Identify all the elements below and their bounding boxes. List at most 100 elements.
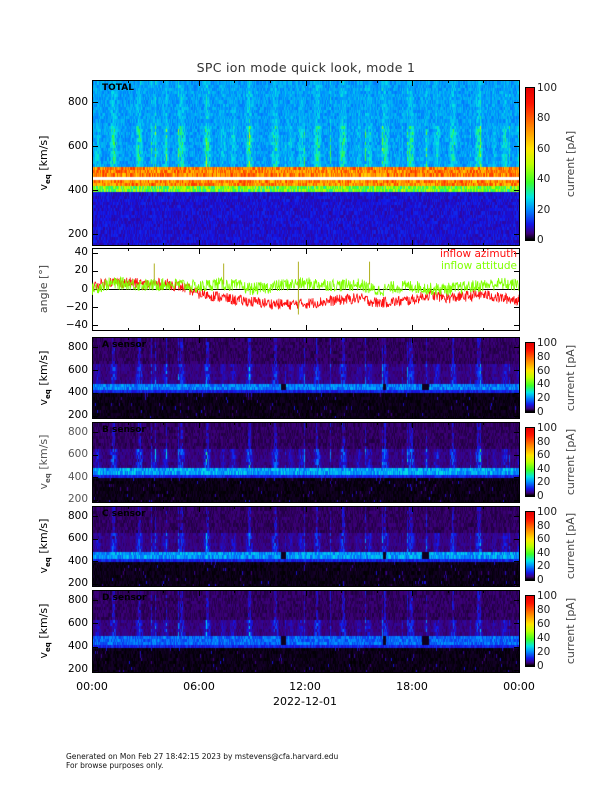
y-axis-label: angle [°] xyxy=(37,264,50,314)
colorbar-tick-label: 20 xyxy=(537,476,551,489)
x-tick-mark xyxy=(519,80,520,86)
x-tick-mark xyxy=(376,670,378,673)
y-tick-mark xyxy=(514,252,520,254)
x-tick-mark xyxy=(376,248,378,251)
x-tick-mark xyxy=(269,670,271,673)
y-tick-mark xyxy=(514,146,520,147)
x-tick-mark xyxy=(163,584,165,587)
x-tick-mark xyxy=(269,243,271,246)
x-tick-mark xyxy=(341,590,343,593)
y-tick-mark xyxy=(514,370,520,372)
x-tick-mark xyxy=(92,325,93,331)
x-tick-mark xyxy=(163,506,165,509)
x-tick-mark xyxy=(483,243,485,246)
x-tick-mark xyxy=(447,506,449,509)
x-tick-mark xyxy=(92,248,93,254)
x-tick-mark xyxy=(127,670,129,673)
y-tick-mark xyxy=(92,669,98,671)
y-tick-label: 200 xyxy=(67,663,88,676)
x-tick-mark xyxy=(376,500,378,503)
y-axis-label: veq [km/s] xyxy=(36,508,52,584)
x-tick-mark xyxy=(447,590,449,593)
x-tick-mark xyxy=(519,248,520,254)
colorbar-tick-label: 0 xyxy=(537,574,544,586)
x-tick-mark xyxy=(163,248,165,251)
x-tick-mark xyxy=(92,80,93,86)
x-tick-mark xyxy=(269,506,271,509)
y-label-main: v xyxy=(37,566,50,574)
x-tick-mark xyxy=(127,243,129,246)
y-tick-mark xyxy=(514,102,520,103)
colorbar xyxy=(526,343,534,412)
y-tick-mark xyxy=(514,561,520,563)
x-tick-mark xyxy=(234,328,236,331)
x-tick-mark xyxy=(483,80,485,83)
x-tick-mark xyxy=(198,506,200,512)
attitude-series-line xyxy=(92,276,519,297)
x-tick-mark xyxy=(234,506,236,509)
y-tick-mark xyxy=(92,516,98,518)
colorbar-label: current [pA] xyxy=(564,428,577,496)
y-tick-label: 40 xyxy=(74,246,88,259)
colorbar-label: current [pA] xyxy=(564,130,577,198)
x-tick-mark xyxy=(305,422,307,428)
colorbar-tick-label: 60 xyxy=(537,533,551,546)
y-tick-mark xyxy=(92,270,98,272)
x-tick-mark xyxy=(376,80,378,83)
x-tick-mark xyxy=(163,328,165,331)
colorbar-tick-label: 100 xyxy=(537,506,558,518)
colorbar-tick-label: 100 xyxy=(537,82,558,94)
x-tick-mark xyxy=(198,590,200,596)
x-tick-mark xyxy=(483,506,485,509)
y-tick-label: 200 xyxy=(67,577,88,590)
x-axis-date: 2022-12-01 xyxy=(273,695,337,708)
zero-line xyxy=(92,289,519,290)
x-tick-mark xyxy=(447,416,449,419)
x-tick-mark xyxy=(163,500,165,503)
y-tick-mark xyxy=(92,102,98,103)
x-tick-mark xyxy=(234,80,236,83)
y-tick-mark xyxy=(92,347,98,349)
a-spectrogram xyxy=(92,337,519,418)
x-tick-mark xyxy=(376,416,378,419)
colorbar xyxy=(526,88,534,240)
y-tick-label: 600 xyxy=(67,363,88,376)
y-tick-label: 800 xyxy=(67,95,88,108)
y-tick-label: 200 xyxy=(67,227,88,240)
x-tick-mark xyxy=(127,328,129,331)
x-tick-mark xyxy=(412,325,414,331)
x-tick-mark xyxy=(341,416,343,419)
x-tick-mark xyxy=(198,422,200,428)
y-tick-mark xyxy=(92,370,98,372)
x-tick-mark xyxy=(376,584,378,587)
y-tick-label: −40 xyxy=(65,318,88,331)
colorbar-tick-label: 0 xyxy=(537,406,544,418)
y-label-main: v xyxy=(37,398,50,405)
y-tick-label: 400 xyxy=(67,183,88,196)
x-tick-mark xyxy=(483,337,485,340)
y-tick-label: 400 xyxy=(67,640,88,653)
x-tick-mark xyxy=(483,584,485,587)
y-tick-mark xyxy=(92,454,98,456)
x-tick-mark xyxy=(198,248,200,254)
y-axis-label: veq [km/s] xyxy=(36,424,52,500)
y-label-main: v xyxy=(37,183,50,190)
x-tick-mark xyxy=(92,667,93,673)
y-tick-label: 400 xyxy=(67,554,88,567)
x-tick-mark xyxy=(519,590,520,596)
x-tick-mark xyxy=(483,328,485,331)
y-tick-mark xyxy=(514,499,520,501)
x-tick-mark xyxy=(519,497,520,503)
x-tick-mark xyxy=(269,337,271,340)
x-tick-mark xyxy=(412,80,414,86)
x-tick-mark xyxy=(412,422,414,428)
colorbar-tick-label: 60 xyxy=(537,142,551,155)
x-tick-mark xyxy=(341,243,343,246)
colorbar xyxy=(526,512,534,580)
x-tick-mark xyxy=(269,422,271,425)
x-tick-mark xyxy=(412,667,414,673)
y-label-main: v xyxy=(37,651,50,659)
y-tick-mark xyxy=(92,325,98,327)
y-tick-mark xyxy=(514,270,520,272)
x-tick-mark xyxy=(305,413,307,419)
